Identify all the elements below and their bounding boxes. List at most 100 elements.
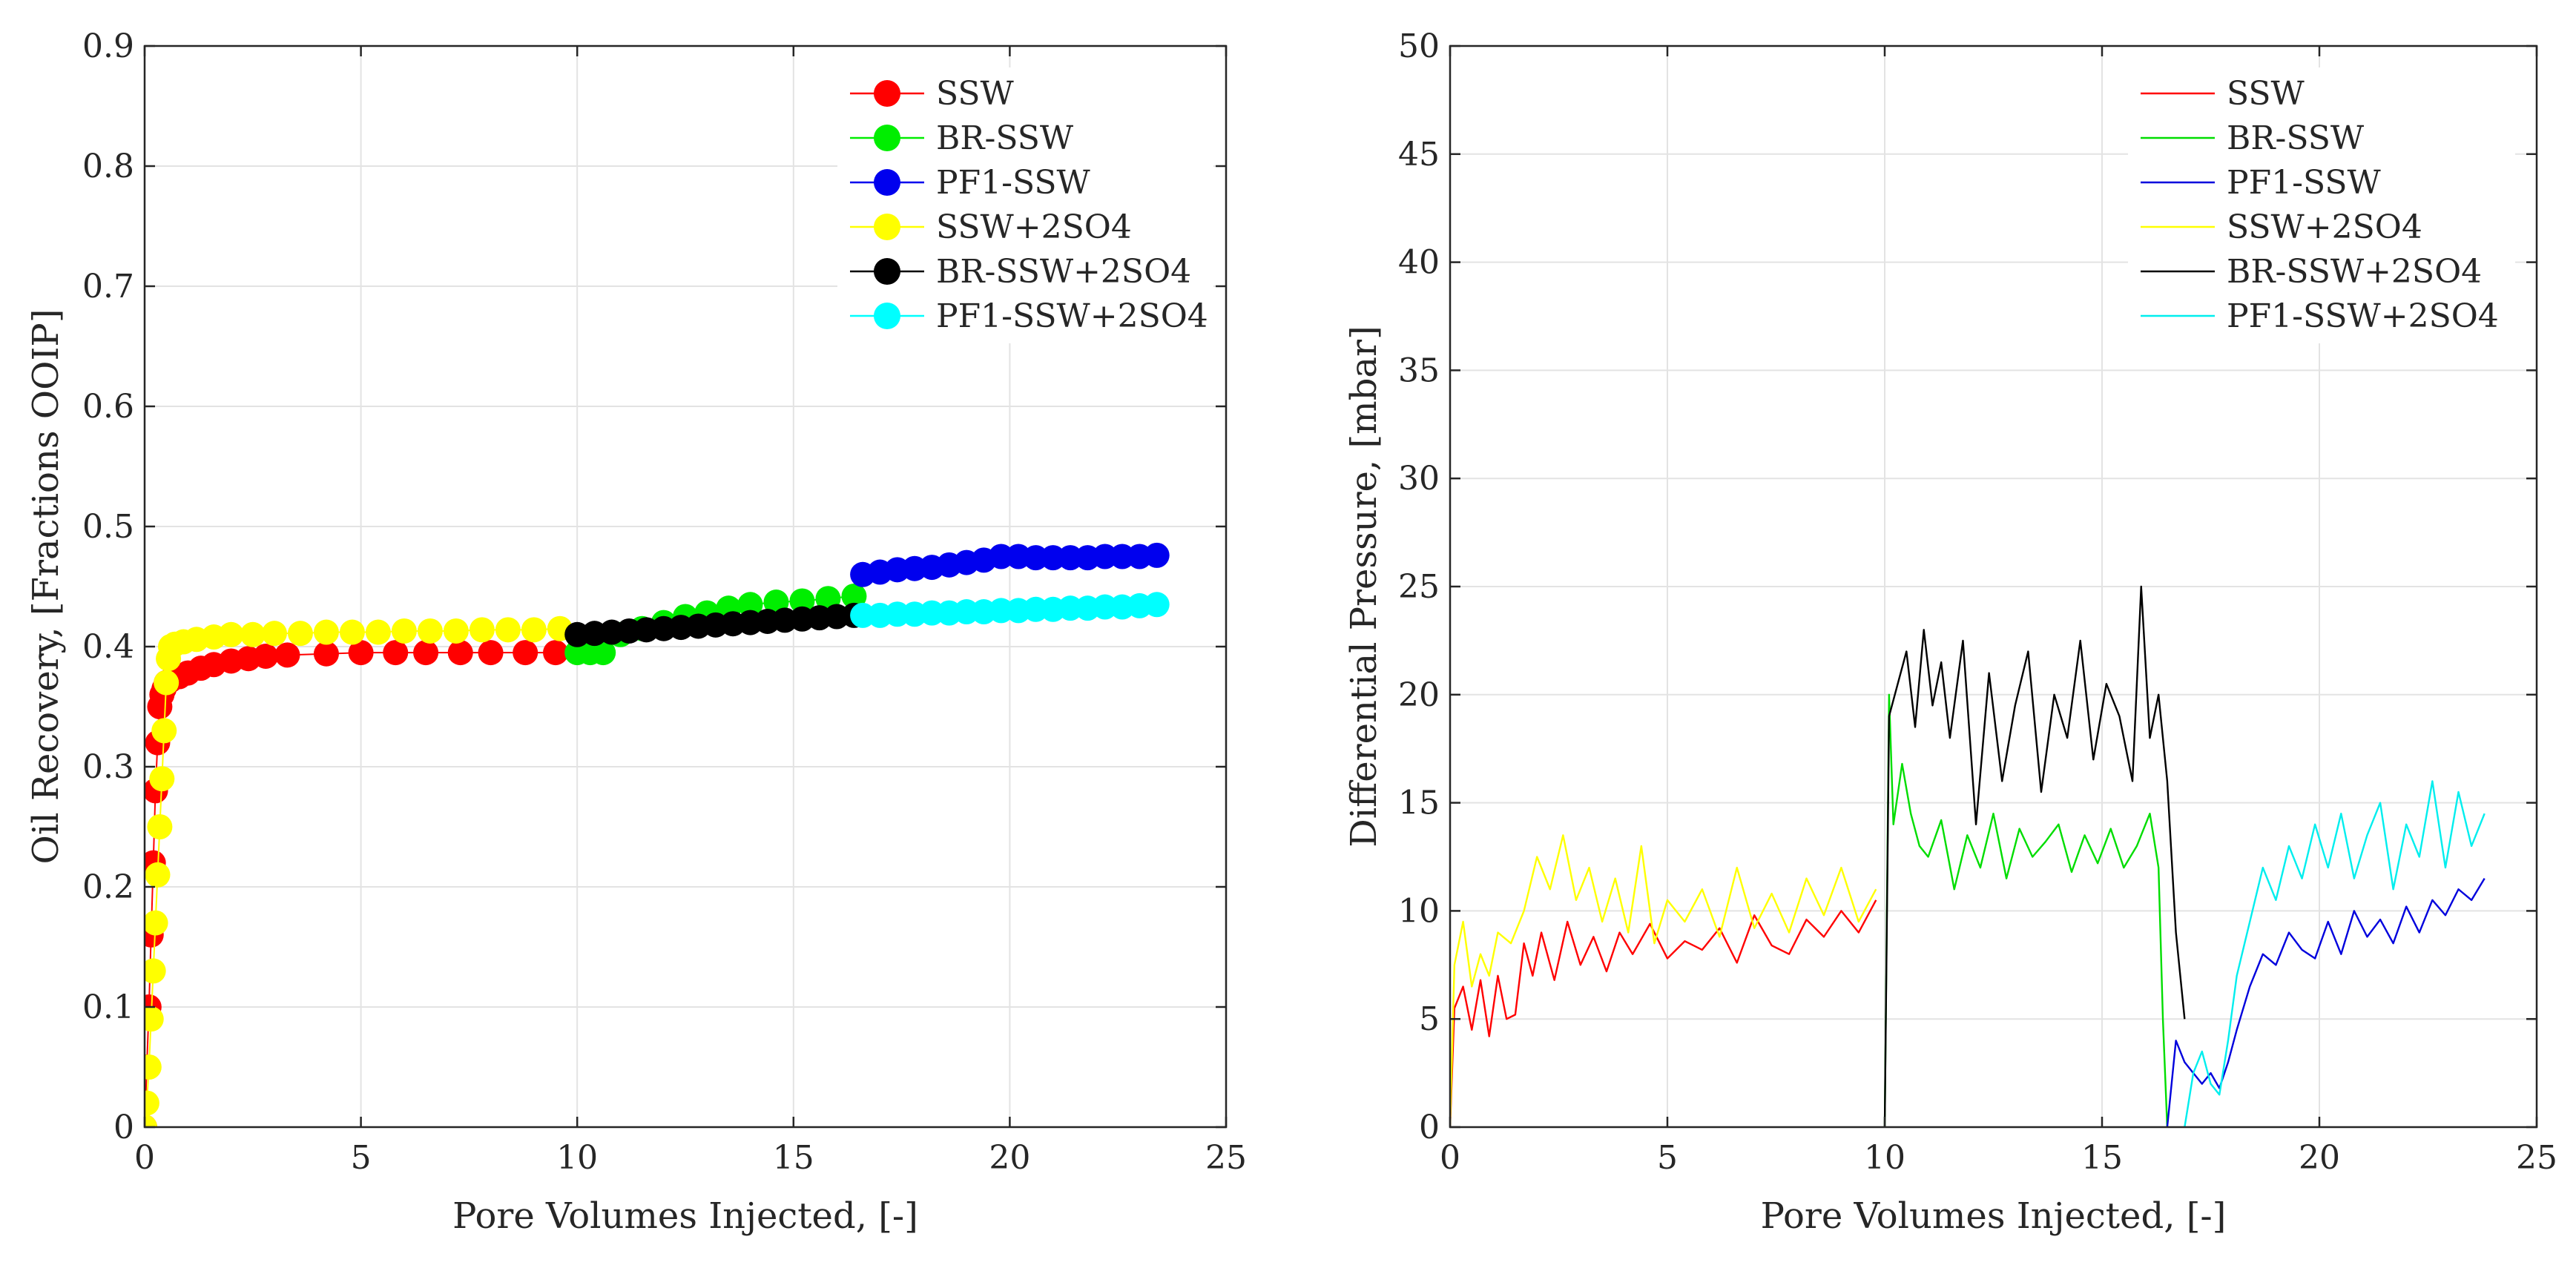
oil-recovery-legend-item-SSW+2SO4: SSW+2SO4 bbox=[850, 208, 1132, 246]
oil-recovery-ytick-label-9: 0.9 bbox=[82, 27, 134, 65]
oil-recovery-point-PF1-SSW+2SO4-10 bbox=[1023, 596, 1049, 622]
diff-pressure-legend-item-PF1-SSW: PF1-SSW bbox=[2141, 164, 2382, 202]
oil-recovery-ytick-label-4: 0.4 bbox=[82, 628, 134, 666]
diff-pressure-xtick-label-4: 20 bbox=[2299, 1139, 2340, 1177]
oil-recovery-legend-marker-PF1-SSW+2SO4 bbox=[874, 303, 900, 329]
diff-pressure-series bbox=[1450, 585, 2486, 1127]
oil-recovery-legend-item-SSW: SSW bbox=[850, 75, 1015, 113]
oil-recovery-point-PF1-SSW-12 bbox=[1058, 545, 1084, 571]
oil-recovery-point-SSW+2SO4-27 bbox=[469, 617, 495, 643]
oil-recovery-legend-label-SSW: SSW bbox=[936, 75, 1015, 113]
diff-pressure-xtick-label-1: 5 bbox=[1657, 1139, 1678, 1177]
oil-recovery-point-SSW-23 bbox=[413, 640, 439, 666]
oil-recovery-x-axis-label: Pore Volumes Injected, [-] bbox=[452, 1195, 918, 1237]
oil-recovery-point-SSW+2SO4-8 bbox=[149, 766, 175, 792]
oil-recovery-point-SSW+2SO4-10 bbox=[154, 670, 179, 696]
oil-recovery-point-SSW+2SO4-22 bbox=[339, 619, 365, 645]
diff-pressure-ticks: 0 5 10 15 20 25 0 5 10 15 20 25 30 35 40 45 50 bbox=[1398, 27, 2557, 1177]
oil-recovery-series-PF1-SSW+2SO4 bbox=[850, 592, 1170, 628]
oil-recovery-point-SSW+2SO4-1 bbox=[145, 1090, 159, 1116]
diff-pressure-legend-label-SSW: SSW bbox=[2227, 75, 2305, 113]
diff-pressure-legend-item-BR-SSW+2SO4: BR-SSW+2SO4 bbox=[2141, 253, 2482, 291]
oil-recovery-point-SSW+2SO4-28 bbox=[495, 617, 521, 643]
diff-pressure-series-BR-SSW+2SO4 bbox=[1883, 585, 2186, 1127]
oil-recovery-series-BR-SSW+2SO4 bbox=[564, 602, 867, 647]
diff-pressure-series-PF1-SSW+2SO4 bbox=[2184, 780, 2486, 1127]
diff-pressure-xtick-label-0: 0 bbox=[1440, 1139, 1460, 1177]
oil-recovery-y-axis-label: Oil Recovery, [Fractions OOIP] bbox=[25, 309, 67, 865]
diff-pressure-ytick-label-1: 5 bbox=[1419, 1000, 1440, 1038]
oil-recovery-legend-item-PF1-SSW: PF1-SSW bbox=[850, 164, 1091, 202]
oil-recovery-ytick-label-0: 0 bbox=[113, 1109, 134, 1146]
oil-recovery-xtick-label-2: 10 bbox=[556, 1139, 598, 1177]
oil-recovery-ytick-label-3: 0.3 bbox=[82, 748, 134, 786]
oil-recovery-legend-marker-BR-SSW+2SO4 bbox=[874, 258, 900, 285]
diff-pressure-ytick-label-4: 20 bbox=[1398, 676, 1440, 714]
diff-pressure-legend-item-BR-SSW: BR-SSW bbox=[2141, 119, 2365, 157]
oil-recovery-ytick-label-7: 0.7 bbox=[82, 268, 134, 306]
oil-recovery-point-SSW+2SO4-7 bbox=[147, 814, 173, 839]
oil-recovery-point-SSW-22 bbox=[383, 640, 409, 666]
oil-recovery-point-SSW-21 bbox=[348, 640, 374, 666]
oil-recovery-series-SSW+2SO4 bbox=[145, 615, 573, 1127]
oil-recovery-point-SSW+2SO4-29 bbox=[521, 617, 547, 643]
oil-recovery-legend-marker-BR-SSW bbox=[874, 125, 900, 151]
oil-recovery-ytick-label-6: 0.6 bbox=[82, 388, 134, 426]
oil-recovery-point-PF1-SSW+2SO4-17 bbox=[1144, 592, 1170, 618]
diff-pressure-xtick-label-3: 15 bbox=[2081, 1139, 2123, 1177]
oil-recovery-point-PF1-SSW+2SO4-8 bbox=[988, 598, 1014, 624]
oil-recovery-point-SSW-26 bbox=[513, 640, 538, 666]
oil-recovery-legend-box bbox=[837, 67, 1213, 343]
oil-recovery-xtick-label-3: 15 bbox=[773, 1139, 814, 1177]
oil-recovery-point-SSW+2SO4-24 bbox=[391, 618, 417, 644]
diff-pressure-ytick-label-3: 15 bbox=[1398, 785, 1440, 822]
oil-recovery-point-BR-SSW-11 bbox=[789, 588, 815, 614]
oil-recovery-point-SSW-18 bbox=[253, 643, 279, 669]
oil-recovery-legend-marker-SSW+2SO4 bbox=[874, 214, 900, 240]
oil-recovery-legend-label-BR-SSW+2SO4: BR-SSW+2SO4 bbox=[936, 253, 1191, 291]
oil-recovery-ticks: 0 5 10 15 20 25 0 0.1 0.2 0.3 0.4 0.5 0.6 0.7 0.8 0.9 bbox=[82, 27, 1247, 1177]
oil-recovery-legend-label-BR-SSW: BR-SSW bbox=[936, 119, 1074, 157]
oil-recovery-legend-marker-SSW bbox=[874, 80, 900, 107]
oil-recovery-point-PF1-SSW+2SO4-0 bbox=[850, 602, 876, 628]
oil-recovery-legend-item-BR-SSW: BR-SSW bbox=[850, 119, 1074, 157]
oil-recovery-point-SSW+2SO4-2 bbox=[145, 1054, 162, 1080]
diff-pressure-series-SSW bbox=[1450, 899, 1877, 1127]
oil-recovery-point-SSW+2SO4-5 bbox=[145, 910, 168, 936]
oil-recovery-point-SSW+2SO4-3 bbox=[145, 1006, 164, 1032]
oil-recovery-point-PF1-SSW-17 bbox=[1144, 542, 1170, 568]
oil-recovery-grid bbox=[145, 46, 1226, 1127]
oil-recovery-xtick-label-0: 0 bbox=[134, 1139, 155, 1177]
oil-recovery-point-PF1-SSW+2SO4-14 bbox=[1092, 594, 1118, 620]
diff-pressure-ytick-label-6: 30 bbox=[1398, 460, 1440, 498]
oil-recovery-point-SSW+2SO4-17 bbox=[218, 621, 244, 647]
oil-recovery-point-BR-SSW-13 bbox=[841, 583, 867, 609]
oil-recovery-ytick-label-8: 0.8 bbox=[82, 148, 134, 185]
oil-recovery-series bbox=[145, 542, 1170, 1127]
oil-recovery-point-PF1-SSW+2SO4-2 bbox=[884, 601, 910, 627]
oil-recovery-point-SSW+2SO4-23 bbox=[365, 619, 391, 645]
oil-recovery-point-PF1-SSW-8 bbox=[988, 544, 1014, 569]
oil-recovery-point-SSW+2SO4-25 bbox=[417, 618, 443, 644]
diff-pressure-legend-item-SSW: SSW bbox=[2141, 75, 2305, 113]
oil-recovery-point-SSW-20 bbox=[313, 641, 339, 667]
differential-pressure-chart: 0 5 10 15 20 25 0 5 10 15 20 25 30 35 40 45 50 Pore Volum… bbox=[1343, 27, 2557, 1237]
oil-recovery-legend-label-SSW+2SO4: SSW+2SO4 bbox=[936, 208, 1132, 246]
diff-pressure-line-SSW bbox=[1450, 899, 1877, 1127]
diff-pressure-legend-label-BR-SSW+2SO4: BR-SSW+2SO4 bbox=[2227, 253, 2482, 291]
diff-pressure-line-BR-SSW+2SO4 bbox=[1883, 585, 2186, 1127]
oil-recovery-xtick-label-1: 5 bbox=[351, 1139, 372, 1177]
oil-recovery-point-BR-SSW-2 bbox=[590, 640, 616, 666]
oil-recovery-point-SSW-19 bbox=[274, 642, 300, 668]
oil-recovery-point-SSW+2SO4-9 bbox=[151, 718, 177, 744]
oil-recovery-point-PF1-SSW-14 bbox=[1092, 544, 1118, 569]
diff-pressure-legend-label-BR-SSW: BR-SSW bbox=[2227, 119, 2365, 157]
oil-recovery-point-BR-SSW-9 bbox=[737, 592, 763, 618]
oil-recovery-series-PF1-SSW bbox=[850, 542, 1170, 587]
oil-recovery-point-SSW+2SO4-0 bbox=[145, 1115, 157, 1127]
diff-pressure-legend-item-PF1-SSW+2SO4: PF1-SSW+2SO4 bbox=[2141, 297, 2499, 335]
oil-recovery-point-SSW+2SO4-6 bbox=[145, 862, 171, 888]
oil-recovery-point-PF1-SSW-11 bbox=[1040, 545, 1066, 571]
oil-recovery-point-PF1-SSW+2SO4-6 bbox=[954, 599, 980, 625]
